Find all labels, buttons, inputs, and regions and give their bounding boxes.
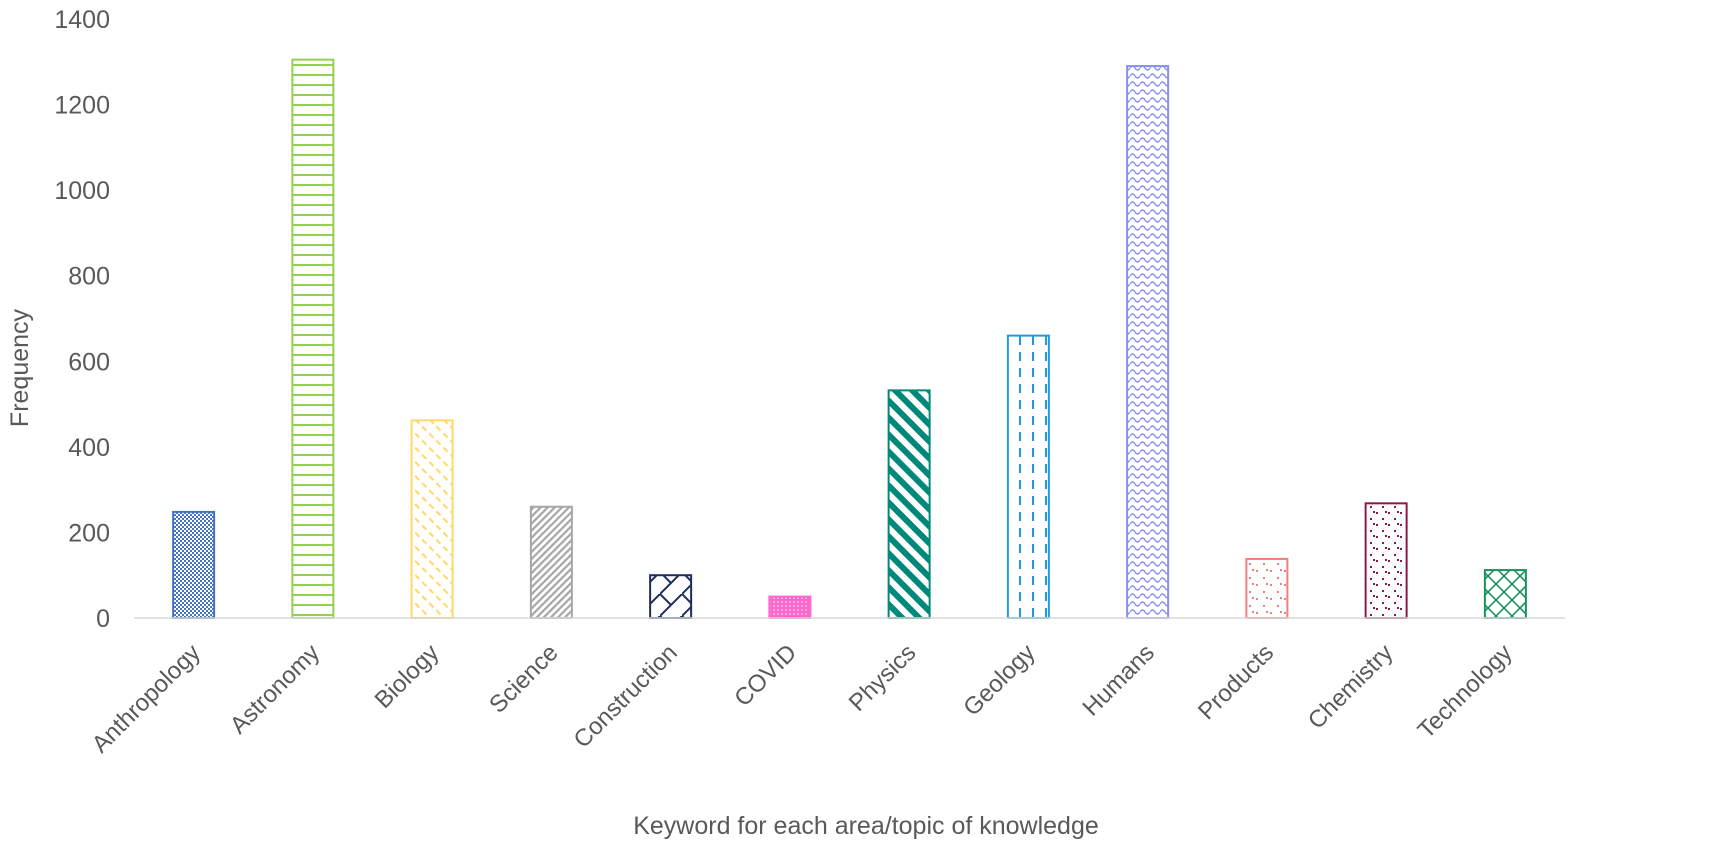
y-tick-label: 600 [68, 348, 110, 376]
y-tick-label: 1400 [54, 6, 110, 34]
x-tick-label: Astronomy [225, 639, 325, 739]
x-tick-label: Humans [1078, 639, 1160, 721]
y-axis-ticks: 0 200 400 600 800 1000 1200 1400 [54, 6, 110, 633]
x-tick-label: Biology [370, 639, 445, 714]
x-tick-label: Science [484, 639, 563, 718]
y-tick-label: 200 [68, 519, 110, 547]
x-axis-labels: Anthropology Astronomy Biology Science Const… [87, 639, 1518, 758]
x-axis-title: Keyword for each area/topic of knowledge [633, 812, 1099, 840]
bar-technology [1483, 569, 1527, 620]
y-tick-label: 0 [96, 605, 110, 633]
x-tick-label: Physics [844, 639, 922, 717]
y-tick-label: 400 [68, 434, 110, 462]
y-tick-label: 1200 [54, 92, 110, 120]
x-tick-label: COVID [729, 639, 802, 712]
bar-construction [649, 574, 693, 620]
bars [172, 58, 1527, 620]
y-axis-title: Frequency [6, 308, 34, 427]
x-tick-label: Chemistry [1303, 639, 1398, 734]
bar-chemistry [1364, 502, 1408, 619]
bar-covid [768, 595, 812, 619]
x-tick-label: Construction [569, 639, 683, 753]
x-tick-label: Geology [958, 639, 1040, 721]
bar-anthropology [172, 510, 216, 619]
y-tick-label: 800 [68, 263, 110, 291]
bar-physics [887, 389, 931, 619]
x-tick-label: Anthropology [87, 639, 206, 758]
bar-geology [1006, 334, 1050, 619]
x-tick-label: Technology [1413, 639, 1518, 744]
bar-biology [410, 419, 454, 619]
x-tick-label: Products [1193, 639, 1279, 725]
y-tick-label: 1000 [54, 177, 110, 205]
bar-science [529, 505, 573, 619]
bar-astronomy [291, 58, 335, 620]
bar-humans [1126, 65, 1170, 620]
bar-products [1245, 557, 1289, 619]
